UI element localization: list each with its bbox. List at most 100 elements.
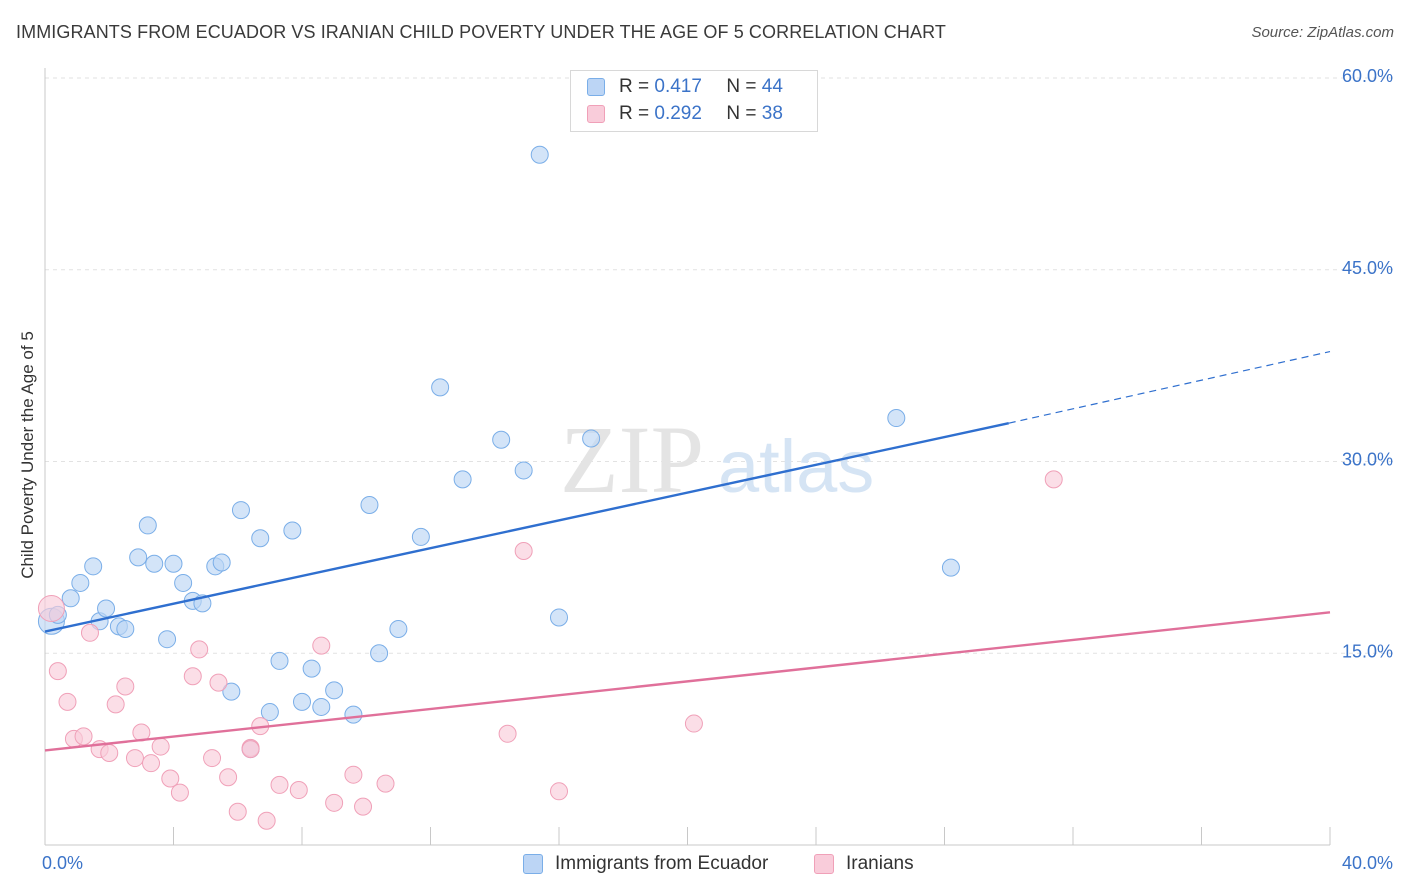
point-iranians xyxy=(116,677,135,696)
point-iranians xyxy=(312,636,331,655)
point-iranians xyxy=(550,782,568,801)
point-iranians xyxy=(684,714,703,733)
point-iranians xyxy=(203,749,222,768)
legend-item-ecuador: Immigrants from Ecuador xyxy=(523,851,768,877)
point-iranians xyxy=(151,737,170,756)
r-value: 0.292 xyxy=(654,103,702,124)
trend-lines xyxy=(44,350,1331,752)
point-ecuador xyxy=(129,548,148,567)
point-ecuador xyxy=(514,461,533,480)
point-ecuador xyxy=(97,599,116,618)
y-tick-label: 15.0% xyxy=(1342,641,1393,661)
point-iranians xyxy=(241,740,260,759)
r-label: R = xyxy=(619,103,650,124)
point-iranians xyxy=(48,662,67,681)
point-iranians xyxy=(37,595,65,623)
point-iranians xyxy=(514,541,533,560)
point-ecuador xyxy=(260,703,279,722)
trend-line-ecuador-extension xyxy=(1008,350,1331,424)
point-iranians xyxy=(344,765,363,784)
chart-source: Source: ZipAtlas.com xyxy=(1251,24,1394,41)
point-ecuador xyxy=(222,682,241,701)
point-ecuador xyxy=(251,529,270,548)
legend-label-iranians: Iranians xyxy=(846,853,914,874)
point-iranians xyxy=(161,769,180,788)
point-ecuador xyxy=(312,697,331,716)
point-ecuador xyxy=(411,527,430,546)
iranians-swatch xyxy=(587,105,605,123)
gridlines xyxy=(45,77,1395,654)
point-ecuador xyxy=(453,470,472,489)
n-label: N = xyxy=(726,103,757,124)
legend-label-ecuador: Immigrants from Ecuador xyxy=(555,853,769,874)
stats-legend-row-iranians: R = 0.292 N = 38 xyxy=(587,101,783,127)
n-value: 44 xyxy=(761,76,783,97)
chart-title: IMMIGRANTS FROM ECUADOR VS IRANIAN CHILD… xyxy=(16,22,946,42)
point-ecuador xyxy=(582,429,601,448)
point-ecuador xyxy=(164,554,183,573)
tick-labels: 15.0% 30.0% 45.0% 60.0% 0.0% 40.0% xyxy=(42,66,1393,873)
watermark-zip: ZIP xyxy=(560,406,704,513)
point-iranians xyxy=(498,724,517,743)
point-ecuador xyxy=(492,430,511,449)
point-iranians xyxy=(58,692,77,711)
point-ecuador xyxy=(158,630,177,649)
point-ecuador xyxy=(370,644,389,663)
n-label: N = xyxy=(726,76,757,97)
point-iranians xyxy=(142,754,161,773)
trend-line-ecuador xyxy=(44,421,1010,633)
point-ecuador xyxy=(360,495,379,514)
point-ecuador xyxy=(431,378,450,397)
point-iranians xyxy=(170,783,189,802)
point-iranians xyxy=(257,811,276,830)
point-iranians xyxy=(209,673,228,692)
point-ecuador xyxy=(293,692,311,711)
point-ecuador xyxy=(325,681,344,700)
point-iranians xyxy=(1044,470,1063,489)
stats-legend: R = 0.417 N = 44 R = 0.292 N = 38 xyxy=(570,70,818,132)
r-label: R = xyxy=(619,76,650,97)
point-ecuador xyxy=(212,553,231,572)
watermark-atlas: atlas xyxy=(718,425,874,508)
point-ecuador xyxy=(145,554,164,573)
point-ecuador xyxy=(116,619,135,638)
axes xyxy=(44,68,1331,846)
point-iranians xyxy=(190,640,209,659)
data-points xyxy=(37,145,1063,830)
trend-line-iranians xyxy=(44,611,1331,752)
legend-swatch-ecuador xyxy=(523,854,543,874)
r-value: 0.417 xyxy=(654,76,702,97)
x-tick-label: 40.0% xyxy=(1342,853,1393,873)
y-tick-label: 30.0% xyxy=(1342,450,1393,470)
ecuador-swatch xyxy=(587,78,605,96)
y-tick-label: 45.0% xyxy=(1342,258,1393,278)
point-ecuador xyxy=(283,521,302,540)
x-tick-label: 0.0% xyxy=(42,853,83,873)
point-iranians xyxy=(289,781,308,800)
point-ecuador xyxy=(887,409,906,428)
point-ecuador xyxy=(530,145,549,164)
point-iranians xyxy=(100,743,119,762)
point-ecuador xyxy=(270,651,289,670)
point-ecuador xyxy=(138,516,157,535)
point-iranians xyxy=(183,667,202,686)
point-ecuador xyxy=(302,659,321,678)
n-value: 38 xyxy=(761,103,783,124)
point-ecuador xyxy=(941,558,960,577)
point-ecuador xyxy=(71,573,90,592)
point-ecuador xyxy=(550,608,568,627)
point-ecuador xyxy=(174,573,193,592)
y-tick-label: 60.0% xyxy=(1342,66,1393,86)
point-iranians xyxy=(376,774,395,793)
legend-swatch-iranians xyxy=(814,854,834,874)
point-iranians xyxy=(270,775,289,794)
point-iranians xyxy=(125,749,144,768)
point-ecuador xyxy=(344,705,363,724)
point-iranians xyxy=(354,797,373,816)
point-iranians xyxy=(106,695,125,714)
legend-item-iranians: Iranians xyxy=(814,851,914,877)
point-iranians xyxy=(74,727,93,746)
point-ecuador xyxy=(231,501,250,520)
y-axis-label: Child Poverty Under the Age of 5 xyxy=(18,331,37,579)
